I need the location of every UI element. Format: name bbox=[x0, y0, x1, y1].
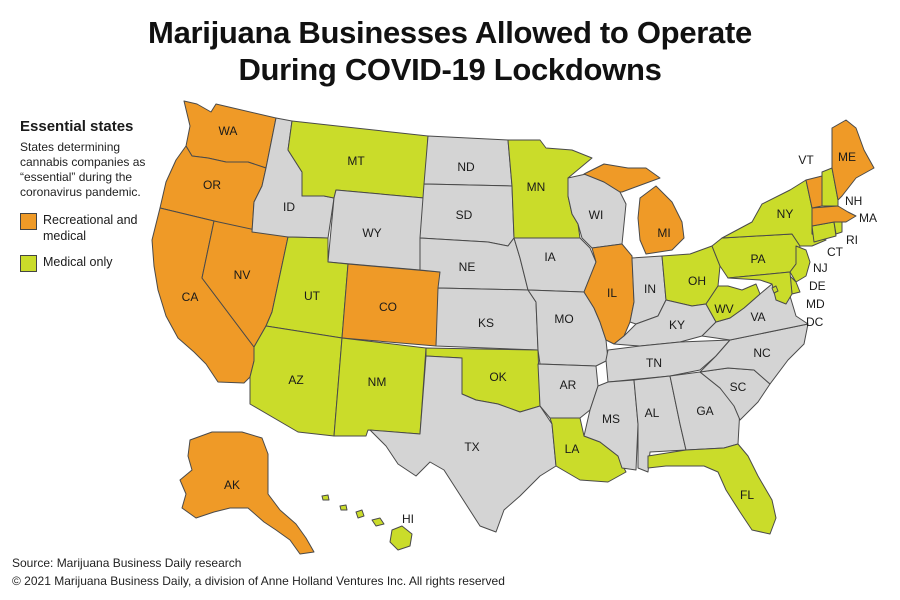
label-oh: OH bbox=[688, 274, 706, 288]
label-or: OR bbox=[203, 178, 221, 192]
label-mn: MN bbox=[527, 180, 546, 194]
label-tn: TN bbox=[646, 356, 662, 370]
label-ny: NY bbox=[777, 207, 794, 221]
state-la bbox=[549, 417, 627, 483]
label-md: MD bbox=[806, 297, 825, 311]
label-ri: RI bbox=[846, 233, 858, 247]
state-hi bbox=[321, 494, 413, 551]
label-wy: WY bbox=[362, 226, 381, 240]
label-az: AZ bbox=[288, 373, 303, 387]
state-labels: WA OR CA NV ID MT WY UT CO AZ NM ND SD N… bbox=[182, 124, 877, 526]
label-wi: WI bbox=[589, 208, 604, 222]
state-mi bbox=[583, 163, 685, 255]
label-de: DE bbox=[809, 279, 826, 293]
label-id: ID bbox=[283, 200, 295, 214]
label-nv: NV bbox=[234, 268, 251, 282]
label-mt: MT bbox=[347, 154, 365, 168]
label-pa: PA bbox=[750, 252, 765, 266]
label-nm: NM bbox=[368, 375, 387, 389]
label-ia: IA bbox=[544, 250, 555, 264]
legend-label-medical: Medical only bbox=[43, 255, 113, 269]
label-nd: ND bbox=[457, 160, 475, 174]
label-mi: MI bbox=[657, 226, 670, 240]
state-nc bbox=[699, 323, 809, 385]
legend-item-medical: Medical only bbox=[20, 254, 170, 272]
label-il: IL bbox=[607, 286, 617, 300]
label-wa: WA bbox=[219, 124, 238, 138]
label-hi: HI bbox=[402, 512, 414, 526]
state-md bbox=[727, 271, 793, 305]
source-note: Source: Marijuana Business Daily researc… bbox=[12, 556, 242, 570]
label-me: ME bbox=[838, 150, 856, 164]
label-ok: OK bbox=[489, 370, 506, 384]
copyright-note: © 2021 Marijuana Business Daily, a divis… bbox=[12, 574, 505, 588]
label-co: CO bbox=[379, 300, 397, 314]
label-ga: GA bbox=[696, 404, 713, 418]
legend-label-recreational: Recreational and medical bbox=[43, 213, 138, 243]
title-line-2: During COVID-19 Lockdowns bbox=[238, 52, 662, 87]
state-fl bbox=[647, 443, 777, 535]
states-layer bbox=[151, 100, 875, 555]
label-nc: NC bbox=[753, 346, 771, 360]
legend-swatch-recreational bbox=[20, 213, 37, 230]
label-ak: AK bbox=[224, 478, 240, 492]
label-ct: CT bbox=[827, 245, 844, 259]
label-wv: WV bbox=[714, 302, 733, 316]
legend-swatch-medical bbox=[20, 255, 37, 272]
label-sd: SD bbox=[456, 208, 473, 222]
title-line-1: Marijuana Businesses Allowed to Operate bbox=[148, 15, 752, 50]
label-fl: FL bbox=[740, 488, 754, 502]
map-title: Marijuana Businesses Allowed to Operate … bbox=[0, 14, 900, 88]
state-ia bbox=[513, 237, 597, 293]
label-ar: AR bbox=[560, 378, 577, 392]
label-vt: VT bbox=[798, 153, 814, 167]
state-me bbox=[831, 119, 875, 201]
label-ma: MA bbox=[859, 211, 877, 225]
label-in: IN bbox=[644, 282, 656, 296]
state-ms bbox=[583, 379, 639, 471]
label-ks: KS bbox=[478, 316, 494, 330]
label-ca: CA bbox=[182, 290, 199, 304]
label-ky: KY bbox=[669, 318, 685, 332]
legend-item-recreational: Recreational and medical bbox=[20, 212, 170, 244]
legend: Essential states States determining cann… bbox=[20, 118, 170, 282]
state-ma bbox=[811, 205, 857, 227]
label-ut: UT bbox=[304, 289, 321, 303]
label-nh: NH bbox=[845, 194, 862, 208]
label-sc: SC bbox=[730, 380, 747, 394]
label-mo: MO bbox=[554, 312, 573, 326]
state-dc bbox=[771, 285, 779, 294]
label-va: VA bbox=[750, 310, 765, 324]
label-ne: NE bbox=[459, 260, 476, 274]
label-dc: DC bbox=[806, 315, 824, 329]
state-ar bbox=[537, 363, 599, 419]
legend-heading: Essential states bbox=[20, 118, 134, 135]
state-wv bbox=[705, 283, 761, 323]
state-nh bbox=[821, 167, 839, 207]
state-nj bbox=[789, 245, 811, 283]
state-ri bbox=[833, 221, 843, 235]
label-ms: MS bbox=[602, 412, 620, 426]
state-ak bbox=[179, 431, 315, 555]
label-la: LA bbox=[565, 442, 580, 456]
state-tx bbox=[369, 355, 557, 533]
label-al: AL bbox=[645, 406, 660, 420]
label-nj: NJ bbox=[813, 261, 828, 275]
legend-description: States determining cannabis companies as… bbox=[20, 140, 146, 199]
label-tx: TX bbox=[464, 440, 479, 454]
